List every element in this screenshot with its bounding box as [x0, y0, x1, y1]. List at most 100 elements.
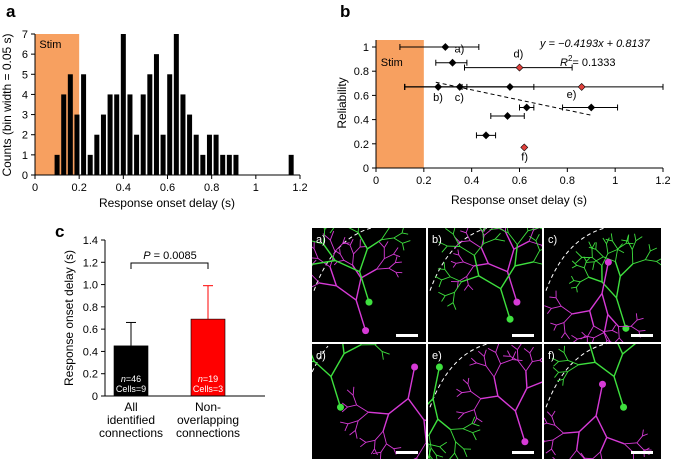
- category-label: connections: [99, 426, 163, 440]
- category-label: All: [124, 400, 137, 414]
- neurite: [383, 211, 388, 218]
- neurite: [285, 241, 292, 246]
- neuron-soma: [362, 327, 369, 334]
- neurite: [304, 264, 313, 278]
- neurite: [308, 317, 310, 323]
- panel-b-equation: y = −0.4193x + 0.8137: [539, 38, 651, 50]
- neurite: [308, 323, 311, 333]
- tile-label: e): [432, 350, 442, 362]
- neurite: [303, 251, 308, 258]
- panel-c-letter: c: [55, 222, 64, 241]
- neurite: [526, 207, 529, 218]
- neurite: [319, 218, 324, 229]
- neurite: [279, 259, 286, 264]
- neurite: [292, 383, 295, 389]
- neurite: [282, 374, 292, 376]
- neurite: [294, 297, 301, 299]
- neurite: [303, 274, 311, 275]
- y-tick-label: 5: [22, 69, 28, 81]
- neurite: [293, 243, 300, 245]
- neurite: [286, 256, 298, 259]
- histogram-bar: [114, 94, 119, 175]
- panel-c-y-ticks: 00.20.40.60.81.01.21.4: [83, 235, 105, 403]
- neurite: [294, 324, 296, 336]
- neurite: [541, 222, 544, 227]
- histogram-bar: [147, 74, 152, 175]
- neurite: [486, 209, 493, 214]
- neurite: [518, 213, 526, 218]
- neurite: [474, 226, 480, 228]
- neurite: [295, 288, 300, 293]
- neurite: [300, 240, 310, 245]
- neurite: [302, 289, 305, 298]
- neuron-soma: [622, 325, 629, 332]
- panel-a-y-label: Counts (bin width = 0.05 s): [0, 33, 14, 176]
- bar-n-value: =46: [126, 374, 141, 384]
- tile-background: [544, 228, 661, 342]
- histogram-bar: [200, 155, 205, 175]
- neuron-soma: [521, 438, 528, 445]
- neurite: [389, 226, 398, 228]
- neurite: [540, 219, 544, 228]
- neurite: [294, 318, 300, 324]
- y-tick-label: 1: [363, 42, 369, 54]
- histogram-bar: [167, 74, 172, 175]
- histogram-bar: [187, 115, 192, 175]
- neurite: [281, 337, 286, 344]
- panel-c-p-value: P = 0.0085: [143, 250, 197, 262]
- neurite: [297, 274, 303, 276]
- scatter-point: [523, 104, 530, 111]
- histogram-bar: [194, 135, 199, 175]
- neurite: [303, 258, 308, 262]
- neuron-soma: [337, 404, 344, 411]
- x-tick-label: 0.4: [464, 175, 479, 187]
- neurite: [398, 226, 405, 228]
- histogram-bar: [61, 94, 66, 175]
- tile-label: a): [316, 234, 326, 246]
- neurite: [312, 215, 320, 218]
- neurite: [333, 212, 336, 220]
- neurite: [493, 214, 495, 224]
- bar-n-label: n=46: [121, 374, 141, 384]
- neurite: [274, 365, 281, 366]
- neuron-soma: [599, 381, 606, 388]
- neurite: [302, 289, 309, 297]
- y-tick-label: 1.2: [83, 257, 98, 269]
- neurite: [282, 355, 289, 361]
- neurite: [356, 207, 359, 218]
- neurite: [283, 281, 292, 283]
- histogram-bar: [127, 94, 132, 175]
- neurite: [586, 262, 594, 263]
- point-label: c): [455, 92, 464, 104]
- neurite: [395, 262, 402, 263]
- panel-b-letter: b: [340, 2, 350, 21]
- neurite: [333, 217, 341, 220]
- neurite: [360, 212, 368, 218]
- histogram-bar: [174, 34, 179, 175]
- y-tick-label: 6: [22, 49, 28, 61]
- x-tick-label: 0.8: [560, 175, 575, 187]
- neurite: [299, 225, 305, 230]
- neurite: [336, 207, 338, 216]
- x-tick-label: 1.2: [292, 182, 307, 194]
- scale-bar: [396, 334, 418, 337]
- panel-b-x-label: Response onset delay (s): [451, 193, 587, 207]
- neurite: [298, 256, 313, 264]
- y-tick-label: 3: [22, 110, 28, 122]
- neurite: [305, 221, 307, 230]
- y-tick-label: 0.6: [354, 90, 369, 102]
- y-tick-label: 0.6: [83, 324, 98, 336]
- neurite: [374, 440, 375, 449]
- neurite: [288, 383, 292, 389]
- x-tick-label: 0.6: [160, 182, 175, 194]
- y-tick-label: 0: [363, 163, 369, 175]
- neurite: [292, 278, 304, 283]
- histogram-bar: [154, 54, 159, 175]
- y-tick-label: 0.8: [354, 66, 369, 78]
- y-tick-label: 2: [22, 130, 28, 142]
- panel-b-y-label: Reliability: [335, 77, 349, 128]
- neurite: [388, 218, 389, 228]
- bar-cells-label: Cells=3: [193, 384, 223, 394]
- scale-bar: [512, 334, 534, 337]
